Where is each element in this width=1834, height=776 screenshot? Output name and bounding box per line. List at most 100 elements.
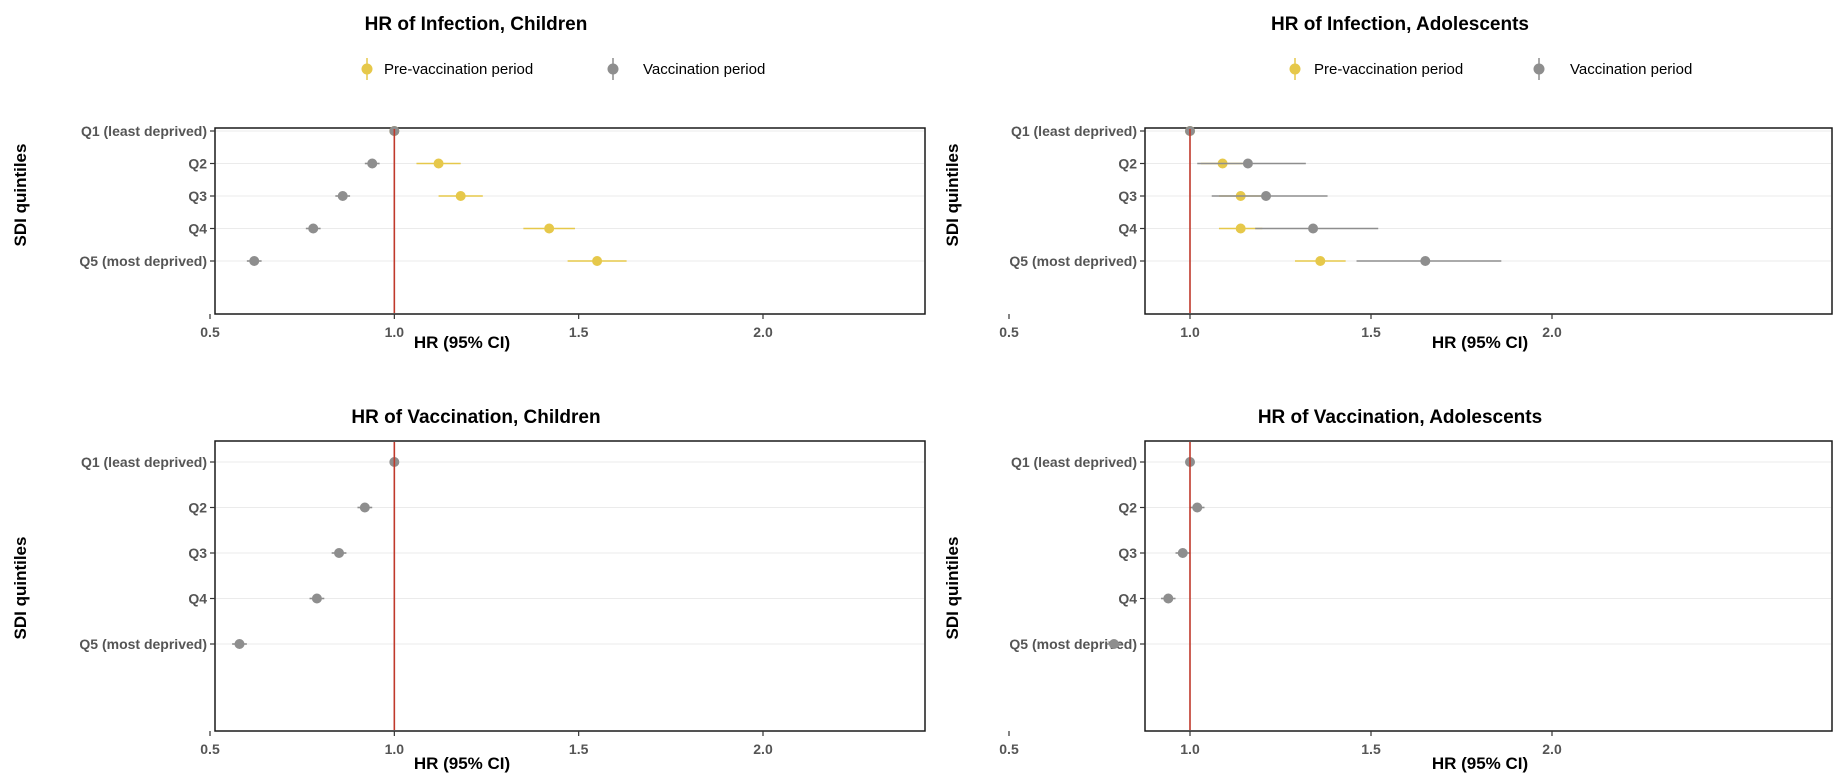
y-tick-label: Q4 (1118, 591, 1137, 607)
legend-vaccination-label: Vaccination period (643, 61, 765, 78)
y-tick-label: Q1 (least deprived) (81, 454, 207, 470)
point-estimate-vaccination (308, 223, 319, 234)
x-tick-label: 2.0 (1542, 741, 1562, 757)
x-tick-label: 1.0 (385, 324, 405, 340)
x-tick-label: 1.0 (1180, 741, 1200, 757)
x-axis: 0.5 1.0 1.5 2.0 (200, 314, 773, 340)
legend-vaccination-label: Vaccination period (1570, 61, 1692, 78)
point-estimate-vaccination (1420, 256, 1431, 266)
y-tick-label: Q1 (least deprived) (81, 123, 207, 139)
x-tick-label: 2.0 (753, 324, 773, 340)
x-axis-title: HR (95% CI) (1432, 754, 1528, 773)
legend-pre-vaccination-key-dot (361, 63, 373, 75)
x-axis-title: HR (95% CI) (1432, 333, 1528, 352)
y-tick-label: Q5 (most deprived) (79, 636, 207, 652)
point-estimate-pre-vaccination (455, 191, 466, 201)
y-axis-title: SDI quintiles (943, 144, 962, 247)
y-tick-label: Q5 (most deprived) (1009, 253, 1137, 269)
gridlines (216, 461, 924, 645)
point-estimate-vaccination (311, 593, 322, 604)
legend: Pre-vaccination period Vaccination perio… (1289, 58, 1692, 80)
point-estimate-pre-vaccination (544, 223, 555, 234)
y-axis: Q1 (least deprived) Q2 Q3 Q4 Q5 (most depriv… (79, 123, 215, 269)
panel-vaccination-children: HR of Vaccination, Children SDI quintile… (11, 407, 926, 773)
y-tick-label: Q4 (188, 221, 207, 237)
point-estimate-vaccination (249, 256, 260, 266)
x-tick-label: 2.0 (1542, 324, 1562, 340)
point-estimate-vaccination (1163, 593, 1174, 604)
point-estimate-vaccination (367, 158, 378, 169)
point-estimate-pre-vaccination (1315, 256, 1326, 266)
point-estimate-vaccination (1242, 158, 1253, 169)
x-axis: 0.5 1.0 1.5 2.0 (999, 314, 1562, 340)
y-tick-label: Q3 (1118, 545, 1137, 561)
data-marks (232, 457, 400, 649)
y-tick-label: Q3 (188, 188, 207, 204)
plot-panel (1144, 127, 1833, 315)
x-tick-label: 2.0 (753, 741, 773, 757)
point-estimate-vaccination (1108, 639, 1119, 649)
x-tick-label: 1.5 (1361, 324, 1381, 340)
point-estimate-pre-vaccination (1235, 223, 1246, 234)
y-axis-title: SDI quintiles (943, 537, 962, 640)
point-estimate-vaccination (1192, 502, 1203, 513)
y-tick-label: Q2 (188, 156, 207, 172)
x-tick-label: 1.5 (569, 741, 589, 757)
legend-vaccination-key-dot (607, 63, 619, 75)
y-axis-title: SDI quintiles (11, 537, 30, 640)
y-tick-label: Q3 (1118, 188, 1137, 204)
panel-title: HR of Infection, Children (365, 14, 588, 35)
panel-title: HR of Infection, Adolescents (1271, 14, 1529, 35)
y-axis: Q1 (least deprived) Q2 Q3 Q4 Q5 (most depriv… (1009, 123, 1145, 269)
point-estimate-vaccination (337, 191, 348, 201)
x-axis: 0.5 1.0 1.5 2.0 (200, 731, 773, 757)
legend-pre-vaccination-key-dot (1289, 63, 1301, 75)
point-estimate-vaccination (334, 548, 345, 558)
point-estimate-vaccination (1308, 223, 1319, 234)
y-tick-label: Q4 (188, 591, 207, 607)
y-tick-label: Q1 (least deprived) (1011, 454, 1137, 470)
plot-panel (1144, 440, 1833, 732)
y-tick-label: Q2 (1118, 500, 1137, 516)
legend-pre-vaccination-label: Pre-vaccination period (384, 61, 533, 78)
point-estimate-vaccination (234, 639, 245, 649)
legend-vaccination-key-dot (1533, 63, 1545, 75)
panel-infection-adolescents: HR of Infection, Adolescents Pre-vaccina… (943, 14, 1833, 352)
y-tick-label: Q5 (most deprived) (1009, 636, 1137, 652)
point-estimate-vaccination (1261, 191, 1272, 201)
panel-infection-children: HR of Infection, Children Pre-vaccinatio… (11, 14, 926, 352)
y-tick-label: Q5 (most deprived) (79, 253, 207, 269)
y-tick-label: Q2 (1118, 156, 1137, 172)
x-axis-title: HR (95% CI) (414, 754, 510, 773)
y-axis: Q1 (least deprived) Q2 Q3 Q4 Q5 (most depriv… (79, 454, 215, 652)
y-axis: Q1 (least deprived) Q2 Q3 Q4 Q5 (most depriv… (1009, 454, 1145, 652)
gridlines (1146, 461, 1831, 645)
y-tick-label: Q4 (1118, 221, 1137, 237)
x-tick-label: 0.5 (200, 741, 220, 757)
point-estimate-vaccination (359, 502, 370, 513)
plot-panel (214, 440, 926, 732)
x-axis: 0.5 1.0 1.5 2.0 (999, 731, 1562, 757)
point-estimate-pre-vaccination (433, 158, 444, 169)
x-axis-title: HR (95% CI) (414, 333, 510, 352)
panel-title: HR of Vaccination, Children (351, 407, 600, 428)
x-tick-label: 0.5 (999, 324, 1019, 340)
x-tick-label: 1.5 (1361, 741, 1381, 757)
legend: Pre-vaccination period Vaccination perio… (361, 58, 765, 80)
panel-title: HR of Vaccination, Adolescents (1258, 407, 1542, 428)
plot-panel (214, 127, 926, 315)
y-tick-label: Q2 (188, 500, 207, 516)
legend-pre-vaccination-label: Pre-vaccination period (1314, 61, 1463, 78)
y-axis-title: SDI quintiles (11, 144, 30, 247)
panel-vaccination-adolescents: HR of Vaccination, Adolescents SDI quint… (943, 407, 1833, 773)
point-estimate-pre-vaccination (592, 256, 603, 266)
point-estimate-vaccination (1177, 548, 1188, 558)
x-tick-label: 0.5 (999, 741, 1019, 757)
x-tick-label: 1.0 (1180, 324, 1200, 340)
y-tick-label: Q3 (188, 545, 207, 561)
x-tick-label: 0.5 (200, 324, 220, 340)
y-tick-label: Q1 (least deprived) (1011, 123, 1137, 139)
x-tick-label: 1.0 (385, 741, 405, 757)
x-tick-label: 1.5 (569, 324, 589, 340)
